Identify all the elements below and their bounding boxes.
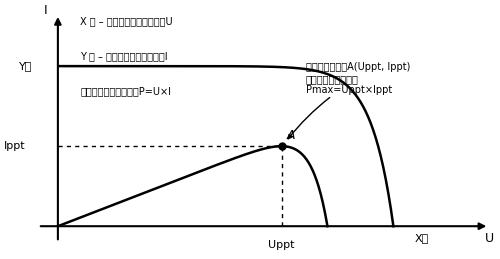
Text: 太阳电池阵的输出功率P=U×I: 太阳电池阵的输出功率P=U×I <box>80 86 172 96</box>
Text: Y 轴 – 太阳电池阵的输出电流I: Y 轴 – 太阳电池阵的输出电流I <box>80 51 168 61</box>
Text: I: I <box>44 4 48 17</box>
Text: 最大功率输出点A(Uppt, Ippt)
输出的最大功率为：
Pmax=Uppt×Ippt: 最大功率输出点A(Uppt, Ippt) 输出的最大功率为： Pmax=Uppt… <box>288 62 410 139</box>
Text: X 轴 – 太阳电池阵的输出电压U: X 轴 – 太阳电池阵的输出电压U <box>80 16 173 26</box>
Text: A: A <box>286 129 295 142</box>
Text: U: U <box>484 232 494 245</box>
Text: X轴: X轴 <box>414 233 428 243</box>
Text: Ippt: Ippt <box>4 141 26 151</box>
Text: Y轴: Y轴 <box>19 61 32 71</box>
Text: Uppt: Uppt <box>268 240 295 250</box>
